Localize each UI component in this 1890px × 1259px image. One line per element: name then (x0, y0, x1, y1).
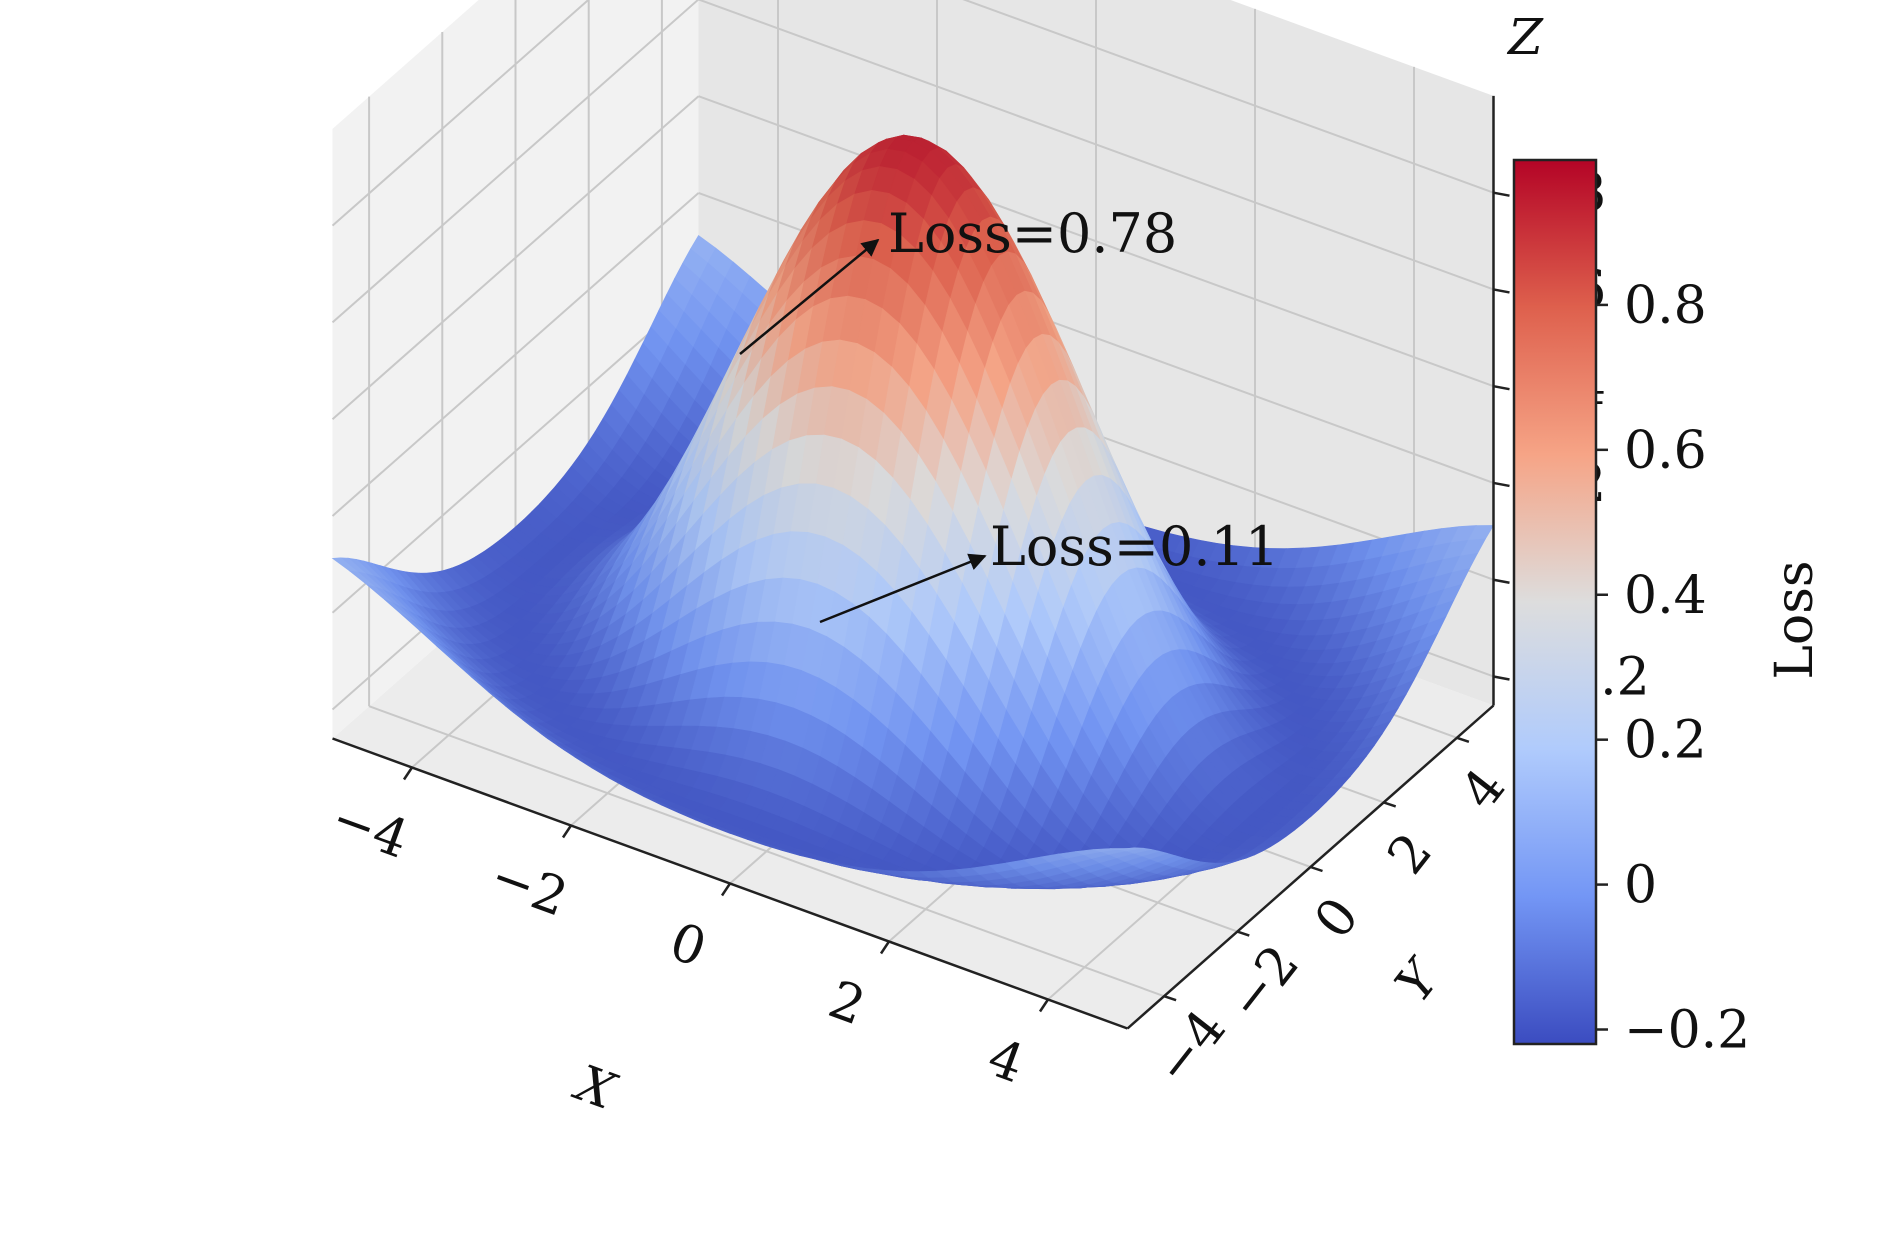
y-tick-label: 0 (1303, 887, 1371, 950)
x-tick-label: 4 (980, 1028, 1032, 1096)
annotation-arrow-2 (819, 553, 987, 624)
y-tick (1163, 995, 1177, 1002)
x-tick-label: 2 (821, 970, 873, 1038)
x-tick (561, 824, 573, 839)
surface-facet (1110, 847, 1136, 850)
annotation-arrow-1 (739, 238, 880, 355)
wall-grid-line (331, 0, 590, 227)
wall-grid-line (698, 0, 1494, 291)
z-tick (1493, 384, 1510, 391)
annotation-label-1: Loss=0.78 (888, 202, 1177, 265)
y-tick-label: −2 (1217, 934, 1311, 1031)
colorbar-ticks: −0.2 0 0.2 0.4 0.6 0.8 (1596, 276, 1750, 1061)
x-tick-label: −2 (483, 846, 576, 929)
annotations: Loss=0.78 Loss=0.11 (739, 202, 1279, 624)
x-tick-label: 0 (662, 912, 714, 980)
colorbar-tick-label: −0.2 (1624, 1001, 1750, 1061)
y-tick (1456, 736, 1470, 743)
z-tick (1493, 288, 1510, 294)
z-axis-label: Z (1506, 8, 1544, 66)
x-tick (402, 766, 414, 781)
z-tick (1493, 191, 1510, 197)
wall-grid-line (331, 288, 700, 614)
y-tick-label: 4 (1450, 758, 1518, 821)
colorbar-tick-label: 0 (1624, 856, 1657, 916)
colorbar-tick-label: 0.4 (1624, 566, 1707, 626)
colorbar-tick-label: 0.6 (1624, 421, 1707, 481)
wall-grid-line (331, 0, 700, 324)
wall-grid-line (331, 192, 700, 517)
x-tick (720, 882, 732, 897)
colorbar-body (1512, 158, 1598, 1046)
colorbar-tick-label: 0.8 (1624, 276, 1707, 336)
annotation-label-2: Loss=0.11 (990, 515, 1279, 578)
y-tick-label: −4 (1143, 999, 1237, 1096)
wall-grid-line (962, 0, 1494, 194)
x-tick-label: −4 (324, 788, 417, 871)
colorbar-label: Loss (1765, 560, 1825, 679)
z-tick (1493, 578, 1510, 584)
x-tick (1038, 998, 1050, 1013)
y-axis-label: Y (1384, 948, 1452, 1013)
x-axis-label: X (565, 1053, 624, 1122)
z-tick (1493, 675, 1510, 681)
surface-mesh (331, 134, 1495, 890)
wall-grid-line (331, 95, 700, 420)
colorbar: −0.2 0 0.2 0.4 0.6 0.8 Loss (1512, 158, 1825, 1061)
z-tick (1493, 481, 1510, 488)
colorbar-tick-label: 0.2 (1624, 711, 1707, 771)
x-tick (879, 940, 891, 955)
wall-grid-line (698, 95, 1494, 388)
y-tick (1383, 801, 1397, 808)
y-tick-label: 2 (1376, 822, 1444, 885)
y-tick (1236, 930, 1250, 937)
y-tick (1310, 865, 1323, 873)
